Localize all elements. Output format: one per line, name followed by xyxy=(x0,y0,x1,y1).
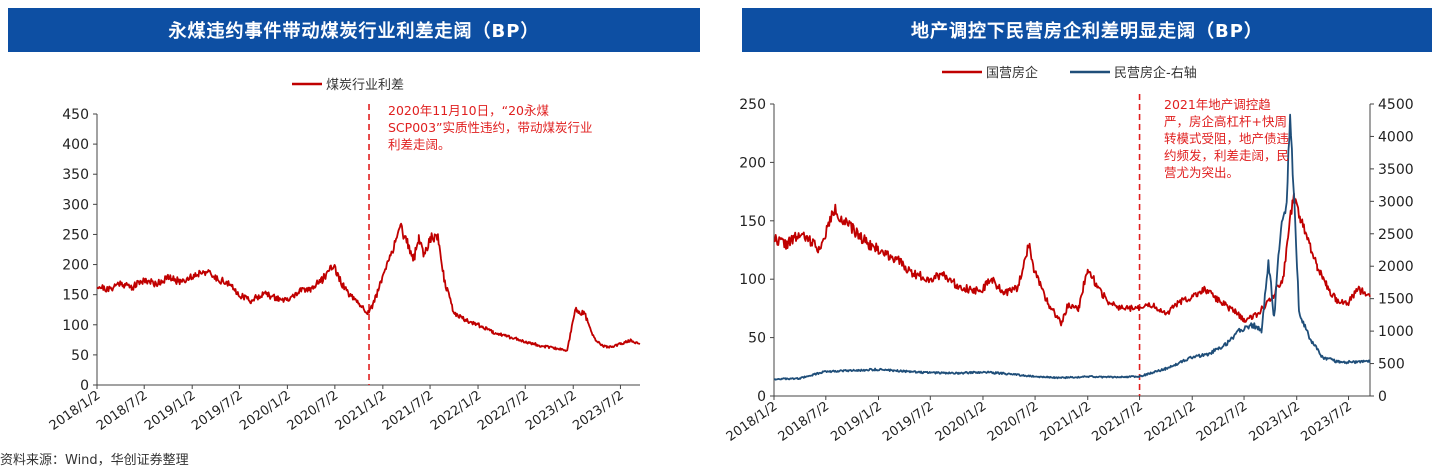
right-plot-area xyxy=(773,94,1371,396)
left-y-tick-label: 150 xyxy=(62,288,89,304)
left-x-tick-label: 2019/1/2 xyxy=(142,388,198,434)
right-x-tick-label: 2019/7/2 xyxy=(880,399,936,445)
right-y-tick-label: 50 xyxy=(748,331,766,347)
left-x-tick-label: 2021/1/2 xyxy=(333,388,389,434)
right-y2-tick-label: 2500 xyxy=(1378,227,1414,243)
left-x-tick-label: 2020/1/2 xyxy=(237,388,293,434)
left-x-tick-label: 2018/7/2 xyxy=(94,388,150,434)
left-annotation-box: 2020年11月10日，“20永煤SCP003”实质性违约，带动煤炭行业利差走阔… xyxy=(388,103,593,152)
right-series-line-primary xyxy=(773,192,1371,327)
left-y-tick-label: 50 xyxy=(71,348,89,364)
right-y2-tick-label: 4500 xyxy=(1378,97,1414,113)
right-series-line-private xyxy=(773,113,1371,381)
right-y-tick-label: 250 xyxy=(739,97,766,113)
right-x-tick-label: 2018/1/2 xyxy=(724,399,780,445)
left-y-tick-label: 250 xyxy=(62,227,89,243)
left-x-tick-label: 2022/1/2 xyxy=(428,388,484,434)
right-y-tick-label: 150 xyxy=(739,214,766,230)
right-y2-tick-label: 0 xyxy=(1378,389,1387,405)
right-x-tick-label: 2019/1/2 xyxy=(828,399,884,445)
right-y2-tick-label: 4000 xyxy=(1378,129,1414,145)
left-annotation: 2020年11月10日，“20永煤SCP003”实质性违约，带动煤炭行业利差走阔… xyxy=(388,103,593,152)
right-x-tick-label: 2022/7/2 xyxy=(1194,399,1250,445)
left-chart: 煤炭行业利差 0 50 100 150 200 250 300 350 400 450 2018/1… xyxy=(47,78,641,434)
right-y-tick-label: 100 xyxy=(739,272,766,288)
right-y-tick-label: 0 xyxy=(757,389,766,405)
legend-label-private: 民营房企-右轴 xyxy=(1114,65,1197,81)
left-y-tick-label: 350 xyxy=(62,167,89,183)
right-y2-tick-label: 3500 xyxy=(1378,162,1414,178)
right-x-tick-label: 2021/7/2 xyxy=(1089,399,1145,445)
right-x-tick-label: 2023/1/2 xyxy=(1247,399,1303,445)
left-plot-area xyxy=(96,104,641,385)
left-series-line-primary xyxy=(96,222,641,352)
right-x-tick-label: 2021/1/2 xyxy=(1038,399,1094,445)
left-x-tick-label: 2022/7/2 xyxy=(475,388,531,434)
legend-label-state: 国营房企 xyxy=(986,65,1038,81)
right-chart: 国营房企 民营房企-右轴 050100150200250050010001500… xyxy=(724,65,1414,445)
right-annotation-box: 2021年地产调控趋严，房企高杠杆+快周转模式受阻，地产债违约频发，利差走阔，民… xyxy=(1164,97,1290,180)
right-y2-tick-label: 3000 xyxy=(1378,194,1414,210)
left-y-tick-label: 400 xyxy=(62,137,89,153)
right-legend: 国营房企 民营房企-右轴 xyxy=(942,65,1197,81)
left-y-tick-label: 0 xyxy=(80,378,89,394)
left-y-tick-label: 100 xyxy=(62,318,89,334)
right-x-tick-label: 2020/1/2 xyxy=(933,399,989,445)
left-x-tick-label: 2023/7/2 xyxy=(570,388,626,434)
right-x-tick-label: 2020/7/2 xyxy=(985,399,1041,445)
left-chart-title: 永煤违约事件带动煤炭行业利差走阔（BP） xyxy=(8,8,700,52)
right-x-tick-label: 2023/7/2 xyxy=(1298,399,1354,445)
right-y2-tick-label: 1000 xyxy=(1378,324,1414,340)
left-x-tick-label: 2018/1/2 xyxy=(47,388,103,434)
source-note: 资料来源：Wind，华创证券整理 xyxy=(0,453,189,468)
right-x-tick-label: 2018/7/2 xyxy=(776,399,832,445)
right-y-tick-label: 200 xyxy=(739,155,766,171)
right-y2-tick-label: 2000 xyxy=(1378,259,1414,275)
right-annotation: 2021年地产调控趋严，房企高杠杆+快周转模式受阻，地产债违约频发，利差走阔，民… xyxy=(1164,97,1290,180)
right-x-tick-label: 2022/1/2 xyxy=(1142,399,1198,445)
left-x-tick-label: 2021/7/2 xyxy=(380,388,436,434)
left-y-tick-label: 200 xyxy=(62,258,89,274)
left-y-tick-label: 300 xyxy=(62,197,89,213)
left-x-tick-label: 2023/1/2 xyxy=(523,388,579,434)
right-y2-tick-label: 1500 xyxy=(1378,292,1414,308)
left-y-tick-label: 450 xyxy=(62,107,89,123)
right-axes: 0501001502002500500100015002000250030003… xyxy=(724,97,1414,445)
left-x-tick-label: 2019/7/2 xyxy=(189,388,245,434)
right-y2-tick-label: 500 xyxy=(1378,357,1405,373)
right-chart-title: 地产调控下民营房企利差明显走阔（BP） xyxy=(742,8,1432,52)
legend-label-coal: 煤炭行业利差 xyxy=(326,78,404,93)
left-x-tick-label: 2020/7/2 xyxy=(285,388,341,434)
left-legend: 煤炭行业利差 xyxy=(292,78,404,93)
